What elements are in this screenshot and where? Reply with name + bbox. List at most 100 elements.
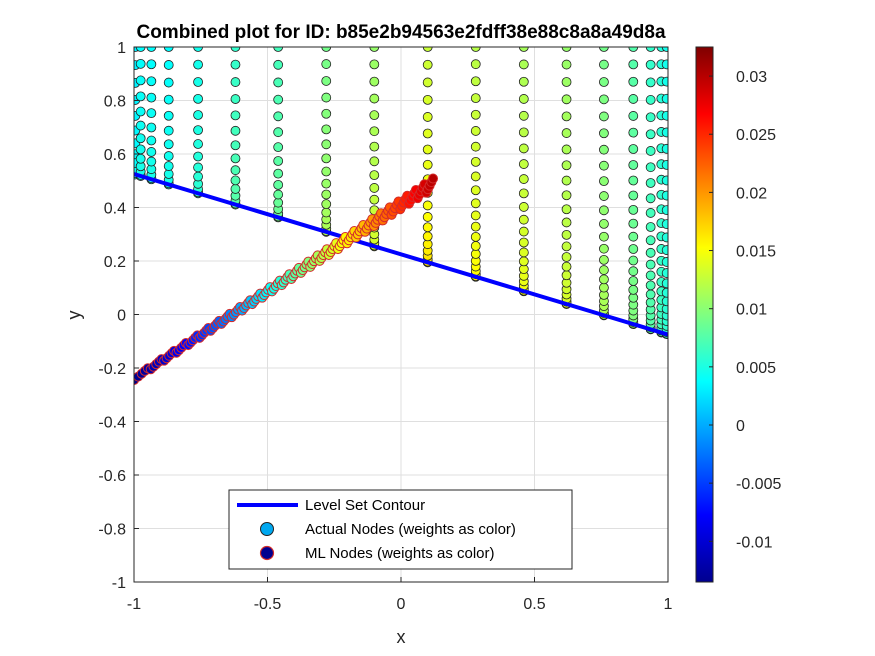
actual-node-point	[273, 127, 284, 138]
colorbar-tick-label: -0.005	[736, 476, 781, 493]
actual-node-point	[518, 110, 529, 121]
actual-node-point	[561, 59, 572, 70]
x-tick-label: 1	[664, 596, 673, 613]
actual-node-point	[661, 232, 668, 243]
actual-node-point	[193, 93, 203, 104]
y-tick-label: 0	[117, 308, 126, 325]
actual-node-point	[518, 159, 529, 169]
actual-node-point	[661, 257, 668, 267]
actual-node-point	[645, 129, 656, 140]
actual-node-point	[599, 274, 609, 285]
actual-node-point	[628, 244, 639, 254]
actual-node-point	[321, 207, 332, 218]
y-tick-label: 1	[117, 40, 126, 57]
actual-node-point	[645, 146, 656, 156]
actual-node-point	[422, 94, 433, 105]
actual-node-point	[163, 110, 174, 121]
actual-node-point	[146, 108, 157, 119]
actual-node-point	[321, 76, 332, 86]
x-tick-label: 0.5	[523, 596, 545, 613]
actual-node-point	[163, 60, 174, 70]
actual-node-point	[470, 141, 481, 152]
actual-node-point	[561, 190, 572, 201]
actual-node-point	[230, 140, 241, 151]
y-tick-label: 0.4	[104, 201, 126, 218]
actual-node-point	[645, 259, 656, 270]
y-tick-label: -0.6	[98, 468, 126, 485]
actual-node-point	[163, 94, 174, 105]
actual-node-point	[661, 219, 668, 229]
actual-node-point	[645, 297, 656, 308]
actual-node-point	[599, 243, 609, 254]
actual-node-point	[645, 95, 656, 105]
actual-node-point	[645, 289, 656, 300]
actual-node-point	[273, 142, 284, 153]
actual-node-point	[599, 47, 609, 52]
actual-node-point	[599, 128, 609, 139]
actual-node-point	[193, 171, 203, 182]
actual-node-point	[230, 184, 241, 194]
actual-node-point	[470, 76, 481, 87]
actual-node-point	[599, 144, 609, 155]
actual-node-point	[628, 218, 639, 229]
actual-node-point	[628, 94, 639, 104]
actual-node-point	[518, 94, 529, 104]
actual-node-point	[470, 126, 481, 136]
y-axis-label: y	[64, 311, 84, 320]
x-tick-label: -1	[127, 596, 141, 613]
actual-node-point	[661, 110, 668, 121]
actual-node-point	[273, 59, 284, 70]
actual-node-point	[599, 176, 609, 187]
actual-node-point	[661, 59, 668, 70]
actual-node-point	[135, 91, 146, 102]
actual-node-point	[369, 141, 380, 152]
actual-node-point	[230, 110, 241, 121]
actual-node-point	[146, 156, 157, 167]
actual-node-point	[628, 76, 639, 87]
actual-node-point	[645, 162, 656, 173]
actual-node-point	[422, 212, 433, 222]
actual-node-point	[518, 76, 529, 87]
actual-node-point	[518, 237, 529, 248]
actual-node-point	[561, 77, 572, 87]
colorbar-gradient	[695, 46, 714, 583]
actual-node-point	[230, 59, 241, 70]
actual-node-point	[599, 160, 609, 171]
actual-node-point	[369, 156, 380, 167]
actual-node-point	[645, 208, 656, 218]
actual-node-point	[321, 153, 332, 164]
actual-node-point	[422, 159, 433, 170]
actual-node-point	[321, 108, 332, 119]
actual-node-point	[470, 109, 481, 120]
actual-node-point	[422, 144, 433, 155]
actual-node-point	[645, 280, 656, 291]
actual-node-point	[599, 219, 609, 229]
actual-node-point	[599, 77, 609, 87]
actual-node-point	[561, 160, 572, 171]
actual-node-point	[422, 222, 433, 233]
actual-node-point	[470, 47, 481, 52]
actual-node-point	[599, 254, 609, 265]
actual-node-point	[321, 124, 332, 135]
actual-node-point	[470, 241, 481, 251]
actual-node-point	[135, 47, 146, 52]
actual-node-point	[518, 143, 529, 154]
colorbar-tick-label: 0.015	[736, 244, 776, 261]
actual-node-point	[422, 47, 433, 52]
legend: Level Set Contour Actual Nodes (weights …	[228, 489, 573, 570]
actual-node-point	[230, 165, 241, 176]
actual-node-point	[518, 174, 529, 184]
actual-node-point	[422, 231, 433, 242]
actual-node-point	[273, 156, 284, 166]
legend-entry-actual-nodes: Actual Nodes (weights as color)	[305, 521, 516, 538]
actual-node-point	[599, 191, 609, 201]
actual-node-point	[599, 94, 609, 105]
actual-node-point	[273, 111, 284, 122]
actual-node-point	[273, 47, 284, 52]
actual-node-point	[422, 77, 433, 88]
legend-entry-ml-nodes: ML Nodes (weights as color)	[305, 545, 495, 562]
actual-node-point	[661, 76, 668, 87]
actual-node-point	[135, 120, 146, 131]
legend-entry-level-set: Level Set Contour	[305, 497, 425, 514]
